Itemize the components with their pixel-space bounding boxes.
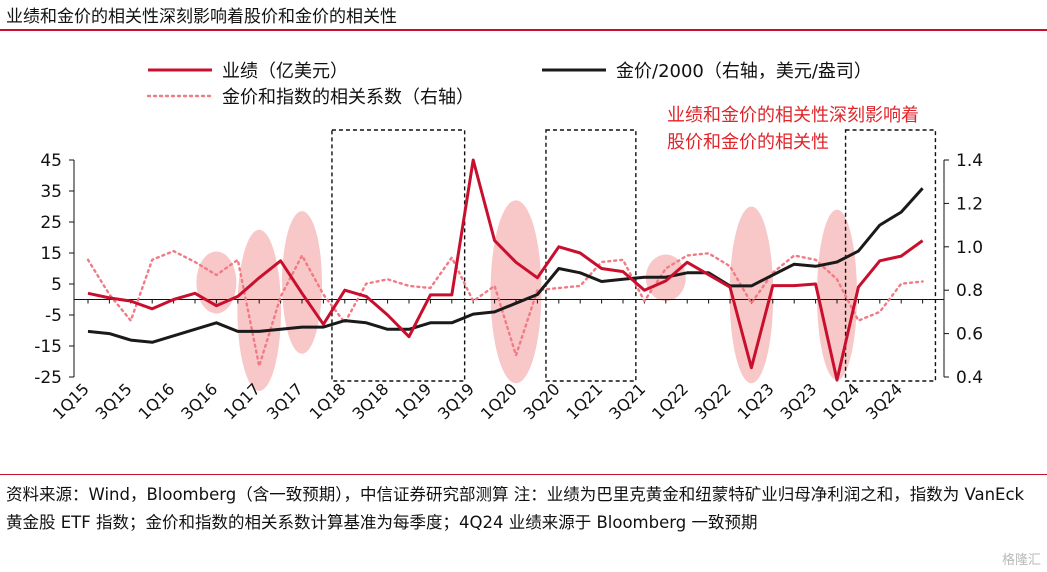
x-tick-label: 1Q24 (819, 379, 863, 423)
dashed-box-2 (545, 129, 637, 382)
left-tick-label: 35 (40, 182, 62, 202)
legend-label-2: 金价/2000（右轴，美元/盎司） (616, 61, 872, 82)
highlight-ellipse-7 (816, 209, 858, 381)
series-lines (86, 158, 924, 382)
source-note: 资料来源：Wind，Bloomberg（含一致预期），中信证券研究部测算 注：业… (6, 485, 1025, 532)
x-tick-label: 3Q23 (776, 379, 820, 423)
left-tick-label: -5 (45, 306, 62, 326)
x-tick-label: 3Q20 (520, 379, 564, 423)
dashed-boxes (331, 129, 937, 382)
left-tick-label: 5 (51, 275, 62, 295)
x-tick-label: 3Q15 (92, 379, 136, 423)
source-divider (0, 474, 1047, 475)
highlight-ellipse-3 (281, 211, 323, 354)
series-line-1 (87, 158, 924, 382)
dashed-box-1 (331, 129, 466, 382)
x-tick-label: 1Q18 (306, 379, 350, 423)
watermark-logo: 格隆汇 (1001, 553, 1041, 568)
right-tick-label: 0.8 (956, 281, 983, 301)
legend-label-3: 金价和指数的相关系数（右轴） (222, 87, 474, 108)
x-tick-label: 3Q22 (691, 379, 735, 423)
figure-title: 业绩和金价的相关性深刻影响着股价和金价的相关性 (6, 7, 397, 27)
x-tick-label: 3Q24 (862, 379, 906, 423)
x-tick-label: 1Q23 (734, 379, 778, 423)
left-tick-label: 25 (40, 213, 62, 233)
right-tick-label: 0.4 (956, 368, 983, 388)
x-tick-label: 1Q22 (648, 379, 692, 423)
dashed-box-3 (844, 129, 937, 382)
right-tick-label: 1.0 (956, 238, 983, 258)
highlight-ellipse-6 (729, 206, 774, 384)
x-tick-label: 1Q16 (134, 379, 178, 423)
right-tick-label: 0.6 (956, 325, 983, 345)
x-tick-label: 1Q21 (562, 379, 606, 423)
x-tick-label: 3Q18 (348, 379, 392, 423)
highlight-ellipses (196, 200, 858, 391)
left-tick-label: -25 (34, 368, 62, 388)
legend-label-1: 业绩（亿美元） (222, 61, 348, 82)
right-tick-label: 1.2 (956, 194, 983, 214)
x-tick-label: 3Q16 (177, 379, 221, 423)
chart-area: 453525155-5-15-251.41.21.00.80.60.41Q153… (34, 61, 983, 423)
chart-annotation: 业绩和金价的相关性深刻影响着股价和金价的相关性 (667, 105, 919, 153)
title-divider (0, 29, 1047, 31)
annotation-line-1: 业绩和金价的相关性深刻影响着 (667, 105, 919, 126)
x-tick-label: 3Q19 (434, 379, 478, 423)
left-tick-label: -15 (34, 337, 62, 357)
x-tick-label: 1Q20 (477, 379, 521, 423)
left-tick-label: 15 (40, 244, 62, 264)
highlight-ellipse-2 (237, 229, 282, 391)
series-line-3 (86, 249, 924, 368)
x-tick-label: 3Q21 (605, 379, 649, 423)
x-tick-label: 1Q19 (391, 379, 435, 423)
left-tick-label: 45 (40, 151, 62, 171)
series-line-2 (87, 187, 924, 344)
x-tick-label: 3Q17 (263, 379, 307, 423)
right-tick-label: 1.4 (956, 151, 983, 171)
highlight-ellipse-4 (490, 200, 542, 384)
legend: 业绩（亿美元） 金价/2000（右轴，美元/盎司） 金价和指数的相关系数（右轴） (146, 61, 872, 108)
annotation-line-2: 股价和金价的相关性 (667, 132, 829, 153)
